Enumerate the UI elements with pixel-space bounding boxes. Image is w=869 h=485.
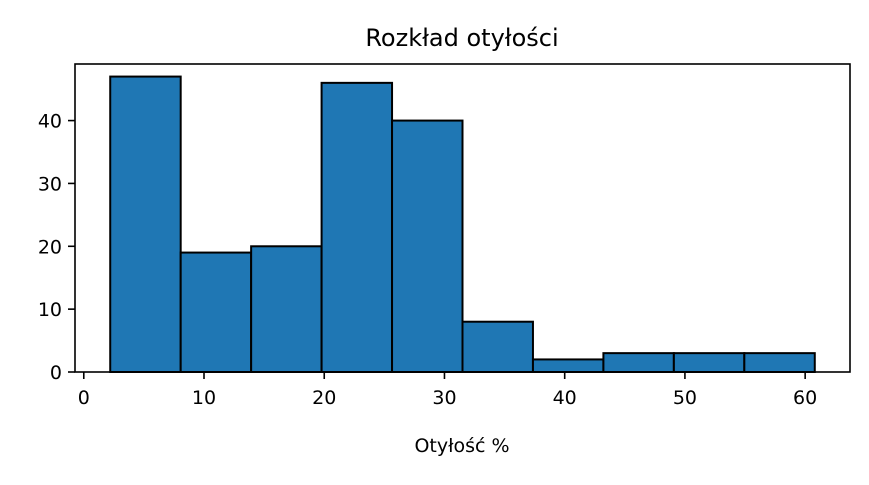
histogram-bar [602,352,675,373]
y-tick-label: 0 [50,362,62,384]
y-axis: 0 10 20 30 40 [38,111,75,384]
histogram-bar [109,75,182,373]
histogram-bar [531,358,605,373]
x-tick-label: 30 [432,387,456,409]
x-tick-label: 40 [553,387,577,409]
bars-layer [109,75,816,374]
histogram-bar [320,81,394,373]
histogram-bar [179,251,253,373]
histogram-bar [672,352,746,373]
y-tick-label: 20 [38,236,62,258]
y-tick-label: 40 [38,111,62,133]
x-axis: 0 10 20 30 40 50 60 [78,372,817,409]
histogram-bar [743,352,816,373]
plot-frame [74,63,851,373]
chart-title: Rozkład otyłości [365,24,558,52]
x-tick-label: 0 [78,387,90,409]
histogram-bar [391,119,464,373]
x-tick-label: 10 [192,387,216,409]
x-axis-label: Otyłość % [414,435,509,457]
x-tick-label: 50 [673,387,697,409]
y-tick-label: 30 [38,173,62,195]
y-tick-label: 10 [38,299,62,321]
x-tick-label: 20 [312,387,336,409]
histogram-bar [250,245,323,374]
x-tick-label: 60 [793,387,817,409]
histogram-bar [461,320,534,374]
